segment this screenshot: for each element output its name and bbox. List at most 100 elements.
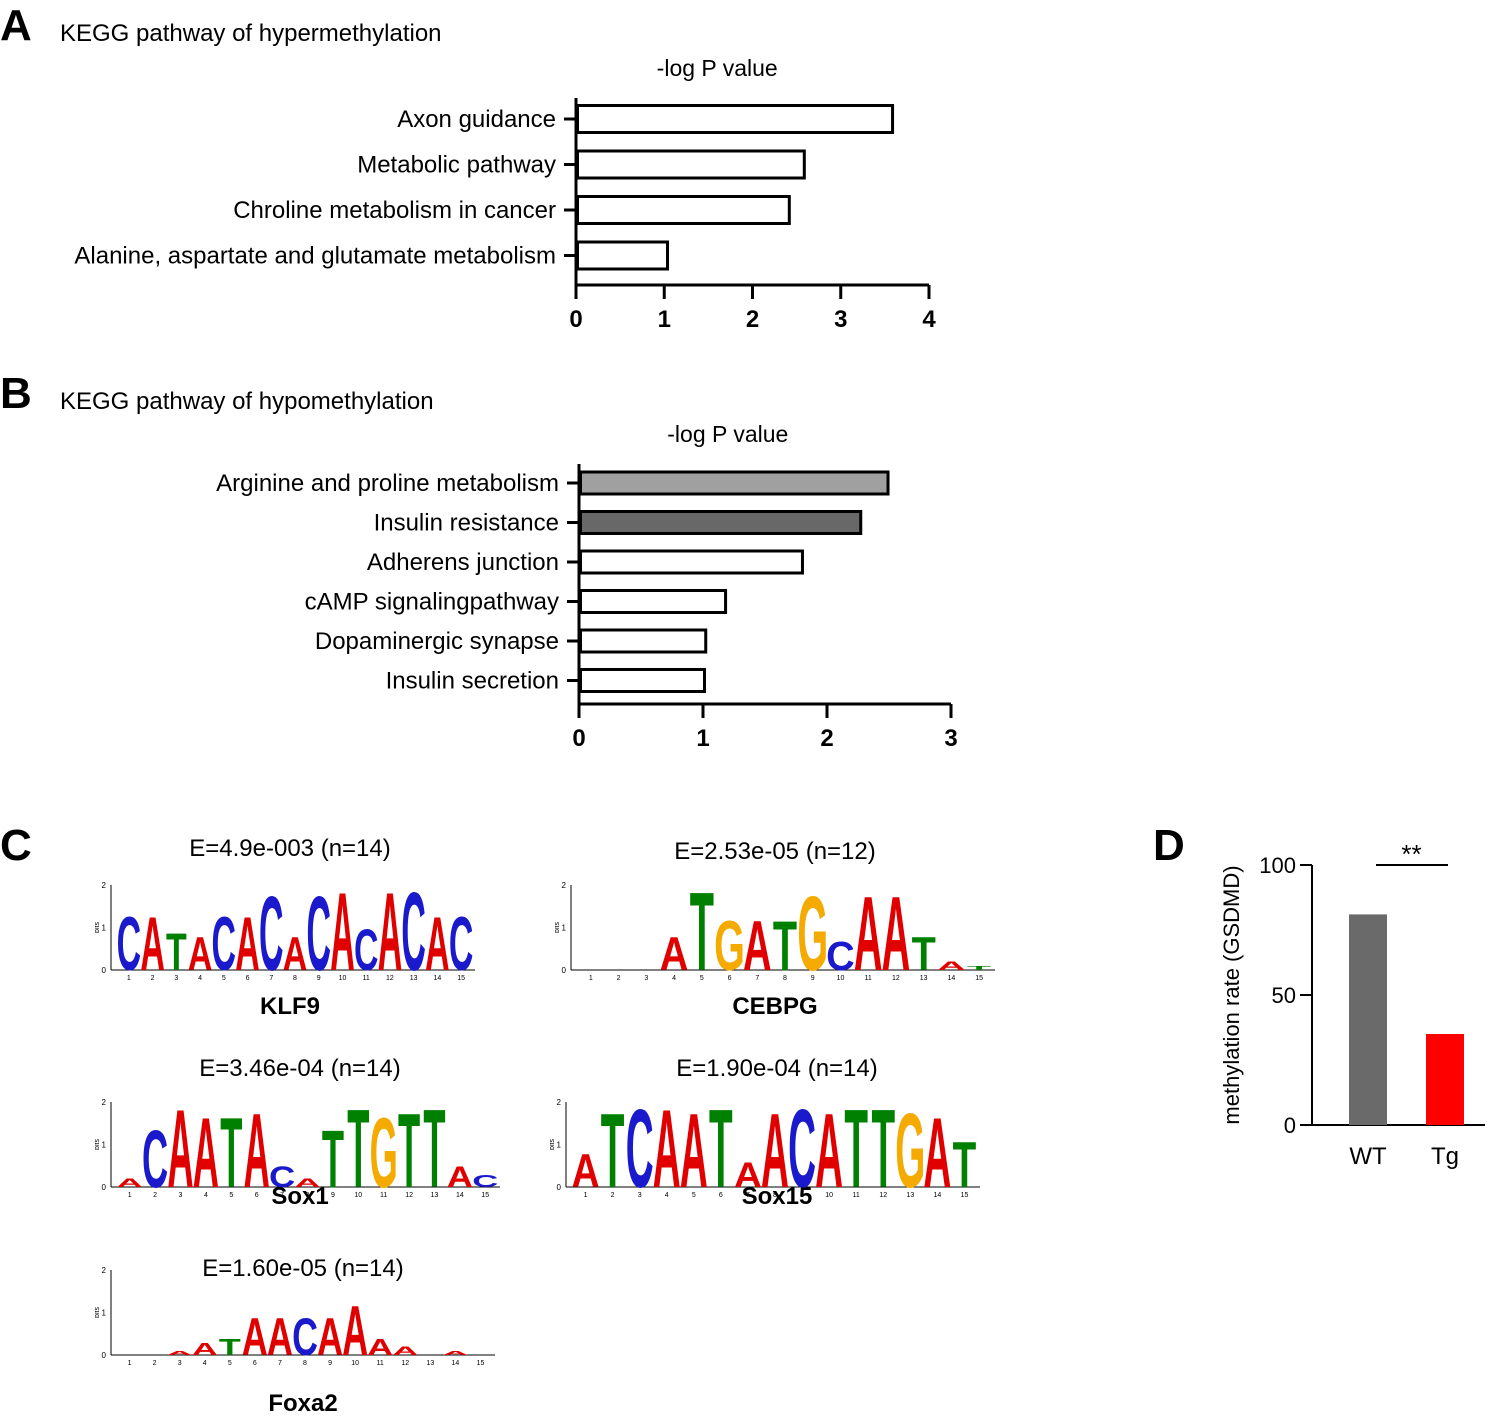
logo-position-label: 11 [377,1360,384,1367]
logo-position-label: 1 [128,1360,132,1367]
logo-position-label: 13 [410,975,418,982]
logo-y-tick-label: 0 [562,966,567,975]
motif-logo-cebpg: E=2.53e-05 (n=12) 0 1 2 bits 1 2 3 4 A 5 T 6 G 7 A 8 T 9 G 1… [555,838,1015,1023]
logo-letter: T [912,929,937,981]
category-label: Axon guidance [397,106,556,133]
logo-letter: T [423,1097,445,1211]
logo-letter: T [773,907,797,986]
logo-letter: T [398,1097,420,1210]
logo-position-label: 4 [198,975,202,982]
logo-position-label: 1 [128,1192,132,1199]
logo-position-label: 14 [434,975,442,982]
logo-letter: A [761,1097,789,1210]
x-tick-label: 0 [572,725,585,752]
logo-position-label: 2 [153,1192,157,1199]
bar [1349,914,1387,1125]
logo-letter: C [626,1097,654,1211]
logo-position-label: 9 [317,975,321,982]
logo-letter: A [167,1097,193,1211]
logo-position-label: 15 [477,1360,485,1367]
logo-letter: C [472,1172,498,1192]
logo-letter: T [844,1097,868,1211]
logo-letter: A [283,928,307,981]
panel-letter-d: D [1153,821,1185,870]
logo-position-label: 2 [611,1192,615,1199]
logo-letter: A [743,907,772,986]
logo-letter: A [923,1099,951,1210]
logo-letter: G [797,880,828,993]
logo-position-label: 9 [331,1192,335,1199]
x-axis-title: -log P value [667,421,788,447]
logo-position-label: 5 [229,1192,233,1199]
bar [576,149,806,180]
logo-position-label: 8 [783,975,787,982]
logo-position-label: 2 [617,975,621,982]
logo-letter: T [690,880,714,994]
logo-position-label: 13 [920,975,928,982]
logo-letter: T [967,965,991,972]
logo-y-axis-title: bits [95,1139,101,1150]
logo-position-label: 12 [892,975,900,982]
chart-a-hypermethylation: -log P value Axon guidance Metabolic pathw… [74,55,936,333]
motif-tf-name: KLF9 [260,993,320,1020]
bar [576,104,895,134]
logo-position-label: 3 [644,975,648,982]
logo-letter: A [392,1344,418,1357]
logo-position-label: 15 [457,975,465,982]
logo-letter: A [167,1350,193,1356]
logo-letter: C [212,903,236,987]
motif-tf-name: Sox1 [271,1183,329,1210]
logo-position-label: 6 [253,1360,257,1367]
bar [579,589,728,614]
motif-logo-foxa2: E=1.60e-05 (n=14) 0 1 2 bits 1 2 3 A 4 A 5 T 6 A 7 A 8 C 9 A… [95,1255,515,1420]
logo-position-label: 10 [354,1192,362,1199]
logo-letter: A [854,880,883,993]
logo-position-label: 14 [948,975,956,982]
logo-position-label: 10 [837,975,845,982]
logo-position-label: 9 [800,1192,804,1199]
x-tick-label: 3 [944,725,957,752]
logo-y-tick-label: 2 [102,1266,107,1275]
logo-y-tick-label: 1 [562,924,567,933]
logo-letter: A [447,1160,473,1193]
logo-position-label: 5 [222,975,226,982]
bar [576,240,670,271]
logo-letter: A [572,1146,600,1198]
y-tick-label: 100 [1259,853,1296,878]
motif-evalue: E=1.90e-04 (n=14) [676,1055,878,1082]
logo-position-label: 1 [589,975,593,982]
logo-letter: C [259,880,283,993]
logo-position-label: 14 [934,1192,942,1199]
logo-position-label: 12 [401,1360,409,1367]
logo-position-label: 6 [255,1192,259,1199]
logo-letter: A [188,928,212,981]
category-label: Insulin secretion [386,668,559,695]
logo-letter: A [140,903,164,987]
x-axis-title: -log P value [657,55,778,81]
logo-position-label: 13 [426,1360,434,1367]
logo-position-label: 9 [811,975,815,982]
logo-letter: A [378,880,402,994]
logo-y-tick-label: 0 [102,1351,107,1360]
logo-letter: T [709,1097,733,1211]
logo-letter: T [347,1097,369,1211]
chart-d-gsdmd-methylation: 0 50 100 methylation rate (GSDMD) WT Tg ** [1219,839,1485,1170]
logo-position-label: 8 [293,975,297,982]
category-label: Insulin resistance [374,510,559,537]
logo-position-label: 4 [203,1360,207,1367]
logo-position-label: 11 [853,1192,860,1199]
logo-position-label: 7 [746,1192,750,1199]
bar [579,510,863,535]
logo-position-label: 14 [452,1360,460,1367]
logo-letter: C [826,932,855,979]
category-label: Alanine, aspartate and glutamate metabol… [74,243,556,270]
logo-letter: A [680,1097,708,1210]
logo-letter: A [330,880,354,994]
panel-letter-a: A [0,1,32,50]
x-tick-label: 4 [922,306,936,333]
logo-y-tick-label: 1 [102,924,107,933]
